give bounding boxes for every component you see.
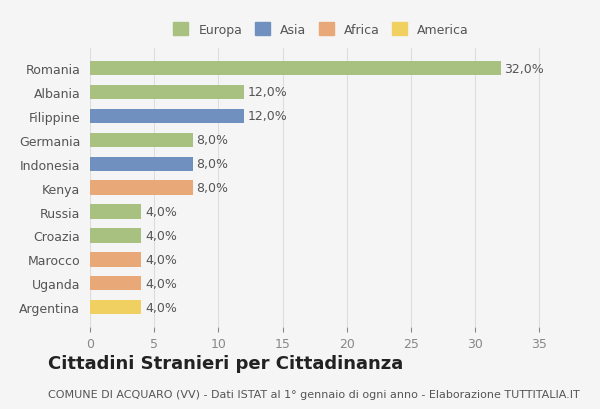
Bar: [90, 110, 244, 124]
Bar: [90, 133, 193, 148]
Text: 4,0%: 4,0%: [145, 277, 177, 290]
Text: 4,0%: 4,0%: [145, 205, 177, 218]
Bar: [90, 276, 142, 291]
Text: 4,0%: 4,0%: [145, 301, 177, 314]
Text: 12,0%: 12,0%: [248, 110, 287, 123]
Text: COMUNE DI ACQUARO (VV) - Dati ISTAT al 1° gennaio di ogni anno - Elaborazione TU: COMUNE DI ACQUARO (VV) - Dati ISTAT al 1…: [48, 389, 580, 399]
Bar: [90, 181, 193, 195]
Text: 8,0%: 8,0%: [197, 134, 229, 147]
Text: Cittadini Stranieri per Cittadinanza: Cittadini Stranieri per Cittadinanza: [48, 354, 403, 372]
Text: 8,0%: 8,0%: [197, 158, 229, 171]
Bar: [90, 157, 193, 171]
Legend: Europa, Asia, Africa, America: Europa, Asia, Africa, America: [170, 19, 472, 40]
Bar: [90, 229, 142, 243]
Bar: [90, 85, 244, 100]
Text: 32,0%: 32,0%: [505, 63, 544, 75]
Text: 4,0%: 4,0%: [145, 229, 177, 242]
Bar: [90, 62, 500, 76]
Bar: [90, 205, 142, 219]
Bar: [90, 300, 142, 315]
Bar: [90, 252, 142, 267]
Text: 4,0%: 4,0%: [145, 253, 177, 266]
Text: 8,0%: 8,0%: [197, 182, 229, 195]
Text: 12,0%: 12,0%: [248, 86, 287, 99]
